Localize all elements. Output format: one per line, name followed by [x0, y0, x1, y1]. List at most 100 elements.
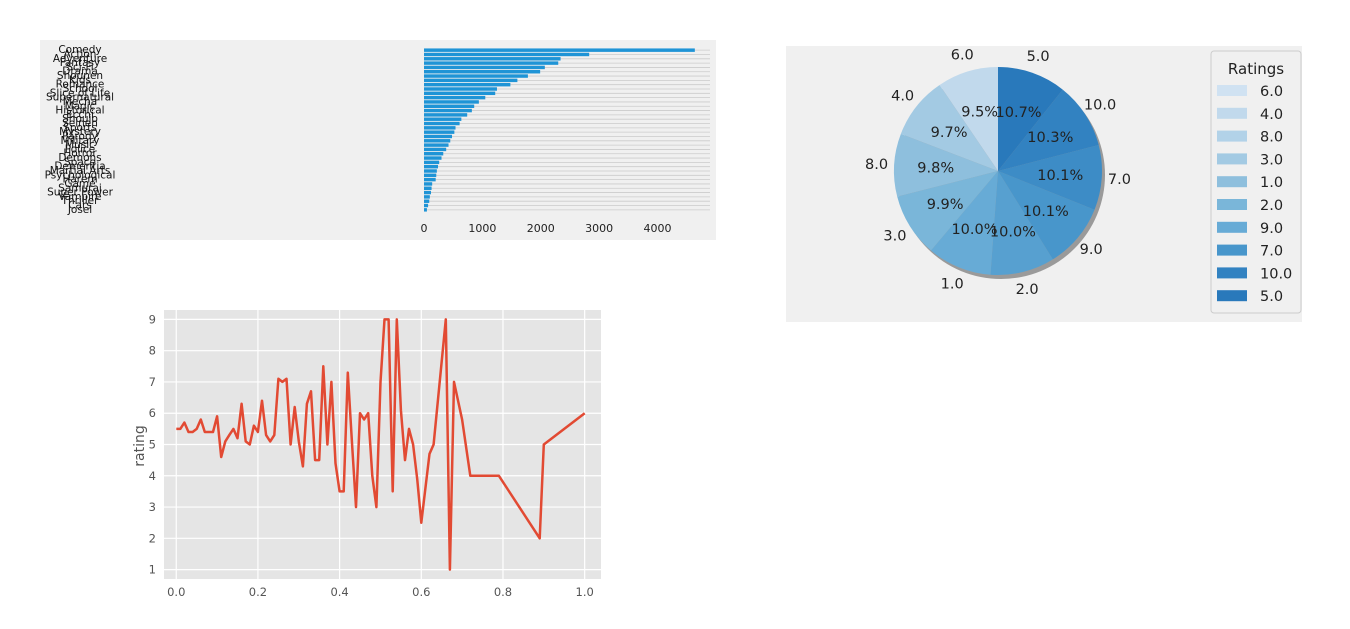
- bar: [424, 160, 440, 165]
- bar: [424, 147, 447, 152]
- bar: [424, 126, 456, 130]
- bar-marks: [424, 48, 695, 212]
- pie-percent-label: 10.1%: [1037, 168, 1083, 184]
- legend-entry: 9.0: [1260, 221, 1283, 237]
- bar-category-label: Horror: [63, 148, 97, 160]
- bar: [424, 87, 497, 91]
- legend-swatch: [1217, 267, 1247, 279]
- bar-category-label: Shounen: [57, 70, 103, 82]
- bar: [424, 203, 429, 208]
- y-tick-label: 7: [149, 375, 156, 389]
- legend-swatch: [1217, 290, 1247, 302]
- legend-swatch: [1217, 153, 1247, 165]
- legend-entry: 3.0: [1260, 152, 1283, 168]
- legend-swatch: [1217, 130, 1247, 142]
- bar-category-label: Drama: [62, 66, 98, 78]
- legend-swatch: [1217, 199, 1247, 210]
- bar-x-ticks: 0 1000 2000 3000 4000: [421, 222, 672, 235]
- pie-slice: [900, 84, 998, 171]
- bar-category-label: Sci-Fi: [66, 61, 93, 73]
- bar-category-label: School: [63, 83, 98, 95]
- pie-percent-label: 10.3%: [1027, 130, 1073, 146]
- bar-x-tick-label: 1000: [468, 222, 496, 235]
- bar-category-label: Comedy: [58, 44, 101, 56]
- bar: [424, 152, 444, 156]
- bar-category-label: Cars: [68, 200, 92, 212]
- bar: [424, 173, 437, 178]
- pie-percent-label: 9.7%: [931, 125, 968, 141]
- legend-entry: 10.0: [1260, 266, 1292, 282]
- pie-slice: [998, 145, 1102, 210]
- bar-category-label: Fantasy: [60, 57, 100, 69]
- bar: [424, 182, 433, 186]
- bar: [424, 139, 451, 143]
- bar-category-labels: ComedyActionAdventureFantasySci-FiDramaS…: [45, 44, 116, 216]
- pie-category-label: 8.0: [865, 157, 888, 173]
- bar-category-label: Parody: [62, 130, 98, 142]
- bar: [424, 82, 511, 87]
- legend-swatch: [1217, 244, 1247, 256]
- bar-category-label: Game: [64, 178, 95, 190]
- bar-category-label: Super Power: [47, 187, 114, 199]
- pie-slice: [897, 171, 998, 251]
- bar-category-label: Music: [65, 139, 95, 151]
- line-grid: [164, 310, 601, 579]
- bar-category-label: Martial Arts: [50, 165, 111, 177]
- legend-entry: 1.0: [1260, 175, 1283, 191]
- line-ticks: 0.0 0.2 0.4 0.6 0.8 1.0 1 2 3 4 5 6 7 8 9: [149, 312, 594, 599]
- bar: [424, 199, 430, 203]
- bar-category-label: Action: [64, 48, 97, 60]
- bar-chart-background: [40, 40, 716, 240]
- pie-category-label: 5.0: [1027, 49, 1050, 65]
- bar: [424, 48, 695, 52]
- ratings-pie-chart: 5.0 10.7% 10.0 10.3% 7.0 10.1% 9.0 10.1% 2.0 10.0…: [786, 46, 1302, 322]
- pie-percent-label: 9.9%: [927, 197, 964, 213]
- bar: [424, 100, 479, 104]
- x-tick-label: 0.2: [249, 585, 267, 599]
- legend-swatch: [1217, 176, 1247, 188]
- pie-category-label: 6.0: [951, 48, 974, 64]
- legend-entry: 2.0: [1260, 198, 1283, 214]
- x-tick-label: 0.0: [167, 585, 185, 599]
- pie-slice: [998, 171, 1095, 260]
- bar-category-label: Seinen: [62, 118, 98, 130]
- pie-slices: [894, 67, 1102, 275]
- bar: [424, 134, 453, 139]
- bar-category-label: Adventure: [53, 53, 107, 65]
- bar-category-label: Supernatural: [46, 92, 114, 104]
- pie-labels: 5.0 10.7% 10.0 10.3% 7.0 10.1% 9.0 10.1% 2.0 10.0…: [865, 48, 1131, 298]
- bar-x-tick-label: 0: [421, 222, 428, 235]
- pie-slice: [939, 67, 998, 171]
- bar-category-label: Mystery: [59, 126, 101, 138]
- bar-category-label: Sports: [63, 122, 97, 134]
- x-tick-label: 0.4: [330, 585, 348, 599]
- bar-category-label: Thriller: [61, 195, 100, 207]
- y-tick-label: 4: [149, 469, 156, 483]
- legend-swatch: [1217, 107, 1247, 119]
- x-tick-label: 0.6: [412, 585, 430, 599]
- bar-category-label: Dementia: [54, 161, 105, 173]
- bar-category-label: Psychological: [45, 169, 116, 181]
- bar: [424, 169, 437, 173]
- rating-line-chart: 0.0 0.2 0.4 0.6 0.8 1.0 1 2 3 4 5 6 7 8 9 rating: [132, 310, 601, 599]
- bar-category-label: Slice of Life: [50, 87, 110, 99]
- y-tick-label: 9: [149, 312, 156, 326]
- rating-line: [176, 318, 586, 571]
- bar: [424, 208, 427, 212]
- bar: [424, 104, 475, 108]
- bar: [424, 117, 462, 121]
- pie-percent-label: 9.8%: [917, 160, 954, 176]
- pie-percent-label: 10.0%: [990, 225, 1036, 241]
- bar: [424, 121, 460, 126]
- pie-percent-label: 10.7%: [996, 105, 1042, 121]
- bar: [424, 195, 430, 199]
- pie-percent-label: 10.1%: [1023, 204, 1069, 220]
- bar-category-label: Josei: [67, 204, 92, 216]
- pie-percent-label: 9.5%: [961, 104, 998, 120]
- pie-category-label: 9.0: [1080, 242, 1103, 258]
- pie-percent-label: 10.0%: [951, 222, 997, 238]
- bar-x-tick-label: 3000: [585, 222, 613, 235]
- y-tick-label: 2: [149, 531, 156, 545]
- legend-title: Ratings: [1228, 60, 1284, 78]
- pie-legend: Ratings 6.0 4.0 8.0 3.0 1.0 2.0 9.0 7.0 10.0 5.0: [1210, 50, 1302, 314]
